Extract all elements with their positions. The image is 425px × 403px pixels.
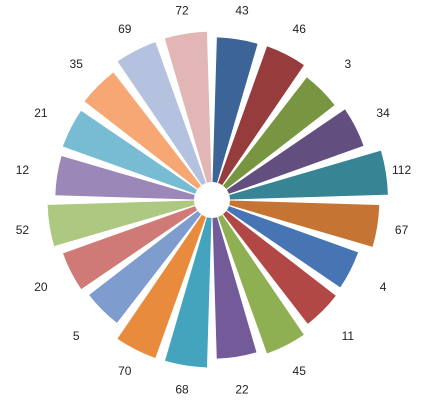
pie-slice-label: 45 [293,364,307,378]
pie-slice [62,110,198,194]
pie-slice [212,217,257,359]
pie-slice-label: 12 [16,163,30,177]
pie-slice-label: 69 [118,22,132,36]
pie-slice [218,46,304,186]
pie-slice-label: 21 [34,106,48,120]
pie-slice [89,211,201,323]
pie-slice [47,200,195,247]
pie-slice-label: 11 [342,329,355,343]
pie-slice [164,31,212,183]
pie-slice-label: 46 [293,22,307,36]
pie-slice-label: 72 [175,3,189,17]
pie-slice-label: 4 [380,280,387,294]
pie-slice-label: 68 [175,383,189,397]
pie-slice-label: 35 [70,57,84,71]
pie-slice-label: 20 [34,280,48,294]
pie-slice [229,200,380,247]
pie-slice [218,214,304,354]
pie-slice-label: 70 [118,364,132,378]
pie-slice-label: 52 [16,223,30,237]
pie-slice [212,37,258,183]
pie-slice-label: 34 [376,106,390,120]
pie-slice-label: 3 [344,57,351,71]
pie-slice [226,206,359,288]
pie-slices [47,31,388,368]
pie-slice [84,72,201,189]
pie-data-labels: 43 46 3 34 112 67 4 11 45 22 68 70 5 20 52 12 21 35 69 72 [16,3,412,396]
pie-slice [55,156,195,200]
pie-slice [223,211,336,324]
pie-slice-label: 5 [73,329,80,343]
pie-slice-label: 112 [392,163,411,177]
pie-slice [117,42,206,186]
pie-slice-label: 67 [395,223,409,237]
pie-slice [223,77,335,189]
pie-slice [165,217,212,368]
pie-slice [117,214,206,359]
pie-slice [63,206,198,290]
pie-slice [229,150,388,200]
pie-slice-label: 43 [235,3,249,17]
pie-slice [226,109,364,194]
pie-slice-label: 22 [235,383,249,397]
